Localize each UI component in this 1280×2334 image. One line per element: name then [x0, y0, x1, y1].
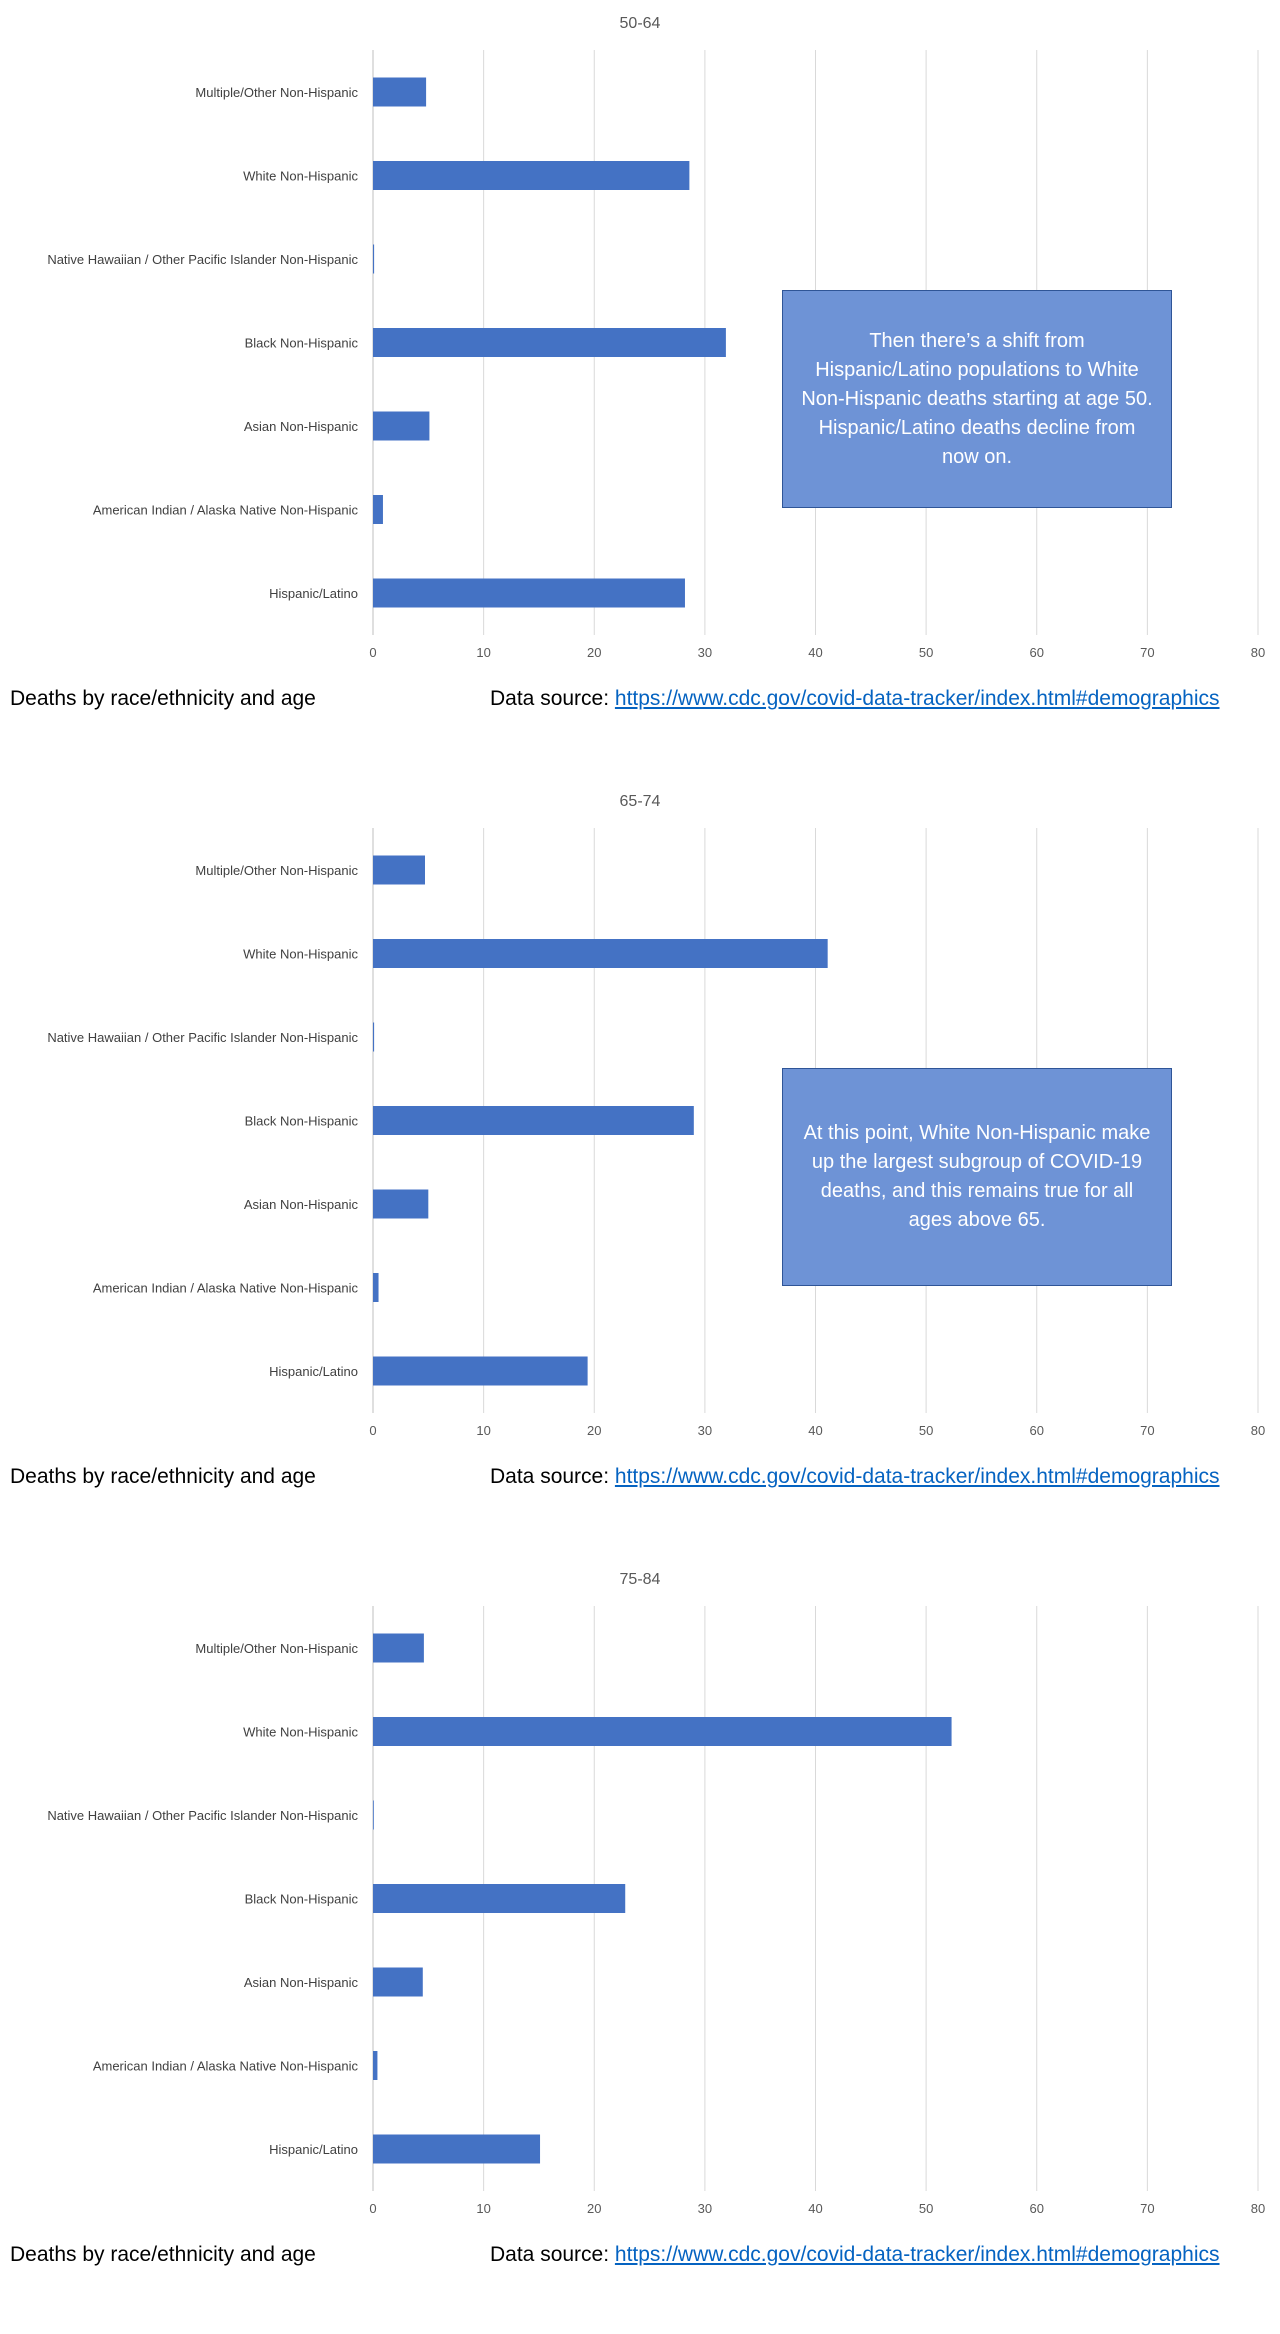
bar	[373, 2051, 378, 2080]
x-tick-label: 30	[698, 645, 712, 660]
x-tick-label: 70	[1140, 645, 1154, 660]
category-label: Multiple/Other Non-Hispanic	[195, 1641, 358, 1656]
bar	[373, 1800, 374, 1830]
chart-title: 75-84	[620, 1571, 661, 1588]
category-label: Multiple/Other Non-Hispanic	[195, 863, 358, 878]
category-label: Multiple/Other Non-Hispanic	[195, 85, 358, 100]
category-label: Hispanic/Latino	[269, 2142, 358, 2157]
category-label: Black Non-Hispanic	[245, 1892, 359, 1907]
data-source-link[interactable]: https://www.cdc.gov/covid-data-tracker/i…	[614, 687, 1220, 710]
annotation-callout: At this point, White Non-Hispanic make u…	[782, 1068, 1172, 1286]
data-source-label: Data source:	[490, 2243, 610, 2266]
x-tick-label: 80	[1251, 645, 1265, 660]
bar-chart: 75-84 0 10 20 30 40 50 60 70 80 Hispanic/Latino Ame…	[47, 1571, 1265, 2216]
data-source-label: Data source:	[490, 1465, 610, 1488]
category-label: Black Non-Hispanic	[245, 1114, 359, 1129]
bar	[373, 161, 690, 190]
chart-caption: Deaths by race/ethnicity and age	[10, 687, 316, 710]
category-label: American Indian / Alaska Native Non-Hisp…	[93, 2059, 359, 2074]
category-label: Asian Non-Hispanic	[244, 1197, 359, 1212]
x-tick-label: 30	[698, 2201, 712, 2216]
annotation-callout: Then there’s a shift from Hispanic/Latin…	[782, 290, 1172, 508]
x-tick-label: 70	[1140, 1423, 1154, 1438]
data-source-label: Data source:	[490, 687, 610, 710]
category-label: Native Hawaiian / Other Pacific Islander…	[47, 1808, 358, 1823]
x-tick-label: 50	[919, 1423, 933, 1438]
category-label: American Indian / Alaska Native Non-Hisp…	[93, 503, 359, 518]
bar	[373, 1022, 375, 1052]
chart-panel-65-74: 65-74 0 10 20 30 40 50 60 70 80 Hispanic/Latino Ame…	[0, 778, 1280, 1556]
bar	[373, 328, 726, 357]
x-tick-label: 80	[1251, 2201, 1265, 2216]
x-tick-label: 70	[1140, 2201, 1154, 2216]
chart-panel-50-64: 50-64 0 10 20 30 40 50 60 70 80 Hispanic/Latino Ame…	[0, 0, 1280, 778]
bar	[373, 1633, 424, 1663]
data-source-link[interactable]: https://www.cdc.gov/covid-data-tracker/i…	[614, 2243, 1220, 2266]
category-label: Hispanic/Latino	[269, 1364, 358, 1379]
category-label: Hispanic/Latino	[269, 586, 358, 601]
data-source-link[interactable]: https://www.cdc.gov/covid-data-tracker/i…	[614, 1465, 1220, 1488]
x-tick-label: 10	[476, 645, 490, 660]
bar	[373, 77, 427, 107]
category-label: Black Non-Hispanic	[245, 336, 359, 351]
chart-title: 50-64	[620, 15, 661, 32]
category-label: Asian Non-Hispanic	[244, 419, 359, 434]
bar-chart: 65-74 0 10 20 30 40 50 60 70 80 Hispanic/Latino Ame…	[47, 793, 1265, 1438]
bar	[373, 1967, 423, 1997]
bar	[373, 855, 425, 885]
chart-caption: Deaths by race/ethnicity and age	[10, 2243, 316, 2266]
bar	[373, 495, 383, 524]
x-tick-label: 40	[808, 2201, 822, 2216]
bar	[373, 244, 375, 274]
category-label: White Non-Hispanic	[243, 1725, 358, 1740]
bar	[373, 1189, 429, 1219]
data-source: Data source: https://www.cdc.gov/covid-d…	[490, 687, 1220, 711]
x-tick-label: 0	[369, 2201, 376, 2216]
x-tick-label: 0	[369, 645, 376, 660]
x-tick-label: 40	[808, 645, 822, 660]
category-label: American Indian / Alaska Native Non-Hisp…	[93, 1281, 359, 1296]
category-label: White Non-Hispanic	[243, 169, 358, 184]
x-tick-label: 50	[919, 2201, 933, 2216]
bar	[373, 578, 685, 608]
chart-title: 65-74	[620, 793, 661, 810]
category-label: Native Hawaiian / Other Pacific Islander…	[47, 1030, 358, 1045]
x-tick-label: 20	[587, 2201, 601, 2216]
bar	[373, 2134, 541, 2164]
x-tick-label: 60	[1030, 1423, 1044, 1438]
bar	[373, 1273, 379, 1302]
x-tick-label: 60	[1030, 645, 1044, 660]
bar	[373, 1356, 588, 1386]
chart-panel-75-84: 75-84 0 10 20 30 40 50 60 70 80 Hispanic/Latino Ame…	[0, 1556, 1280, 2334]
bar	[373, 939, 828, 968]
bar-chart: 50-64 0 10 20 30 40 50 60 70 80 Hispanic/Latino Ame…	[47, 15, 1265, 660]
x-tick-label: 20	[587, 645, 601, 660]
bar	[373, 1106, 694, 1135]
data-source: Data source: https://www.cdc.gov/covid-d…	[490, 2243, 1220, 2267]
x-tick-label: 20	[587, 1423, 601, 1438]
x-tick-label: 30	[698, 1423, 712, 1438]
x-tick-label: 10	[476, 1423, 490, 1438]
x-tick-label: 40	[808, 1423, 822, 1438]
bar	[373, 411, 430, 441]
x-tick-label: 60	[1030, 2201, 1044, 2216]
x-tick-label: 50	[919, 645, 933, 660]
category-label: Native Hawaiian / Other Pacific Islander…	[47, 252, 358, 267]
x-tick-label: 0	[369, 1423, 376, 1438]
category-label: Asian Non-Hispanic	[244, 1975, 359, 1990]
category-label: White Non-Hispanic	[243, 947, 358, 962]
x-tick-label: 10	[476, 2201, 490, 2216]
bar	[373, 1717, 952, 1746]
bar	[373, 1884, 626, 1913]
x-tick-label: 80	[1251, 1423, 1265, 1438]
chart-caption: Deaths by race/ethnicity and age	[10, 1465, 316, 1488]
data-source: Data source: https://www.cdc.gov/covid-d…	[490, 1465, 1220, 1489]
